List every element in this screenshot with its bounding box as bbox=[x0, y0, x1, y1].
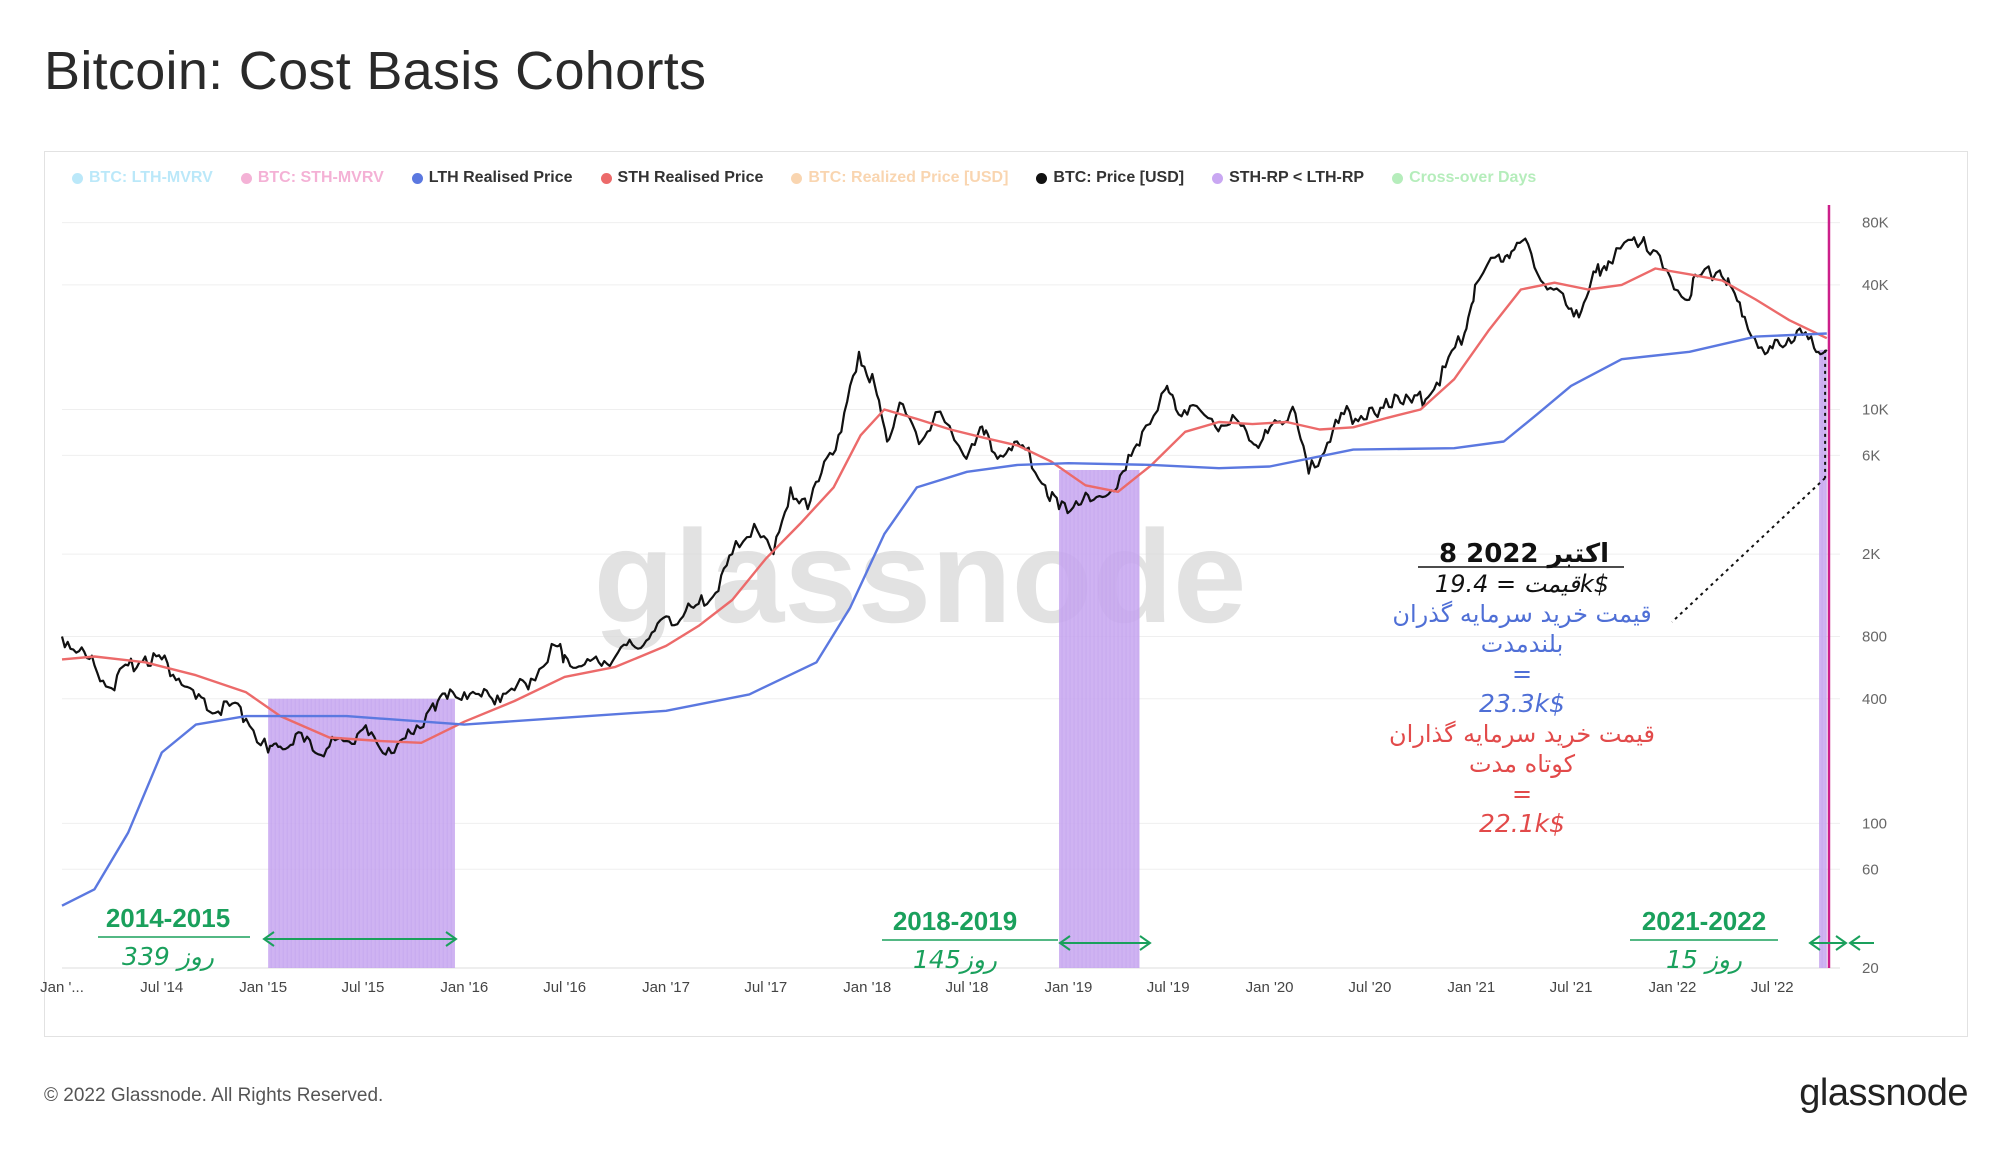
legend-dot-icon bbox=[1036, 172, 1048, 184]
chart-legend: BTC: LTH-MVRV BTC: STH-MVRV LTH Realised P… bbox=[72, 168, 1536, 188]
x-tick-label: Jul '21 bbox=[1550, 979, 1593, 996]
y-tick-label: 100 bbox=[1862, 815, 1887, 832]
y-tick-label: 80K bbox=[1862, 215, 1889, 232]
y-tick-label: 40K bbox=[1862, 277, 1889, 294]
glassnode-logo[interactable]: glassnode bbox=[1799, 1072, 1968, 1114]
legend-dot-icon bbox=[1392, 172, 1404, 184]
leader-line bbox=[1671, 477, 1826, 623]
callout-sth-label: کوتاه مدت bbox=[1469, 750, 1576, 778]
x-tick-label: Jan '21 bbox=[1447, 979, 1495, 996]
footer-copyright: © 2022 Glassnode. All Rights Reserved. bbox=[44, 1085, 384, 1106]
callout-lth-label: بلندمدت bbox=[1481, 630, 1564, 658]
arrow-left-icon bbox=[1058, 935, 1071, 951]
x-tick-label: Jul '19 bbox=[1147, 979, 1190, 996]
x-tick-label: Jul '18 bbox=[946, 979, 989, 996]
y-tick-label: 2K bbox=[1862, 546, 1880, 563]
period-years-label: 2021-2022 bbox=[1642, 906, 1766, 936]
legend-item[interactable]: LTH Realised Price bbox=[411, 168, 573, 188]
arrow-right-icon bbox=[1139, 935, 1152, 951]
x-tick-label: Jul '22 bbox=[1751, 979, 1794, 996]
arrow-right-icon bbox=[445, 931, 458, 947]
period-days-label: 145روز bbox=[913, 945, 997, 975]
callout-sth-value: 22.1k$ bbox=[1479, 809, 1565, 838]
x-tick-label: Jan '15 bbox=[239, 979, 287, 996]
x-tick-label: Jul '20 bbox=[1348, 979, 1391, 996]
legend-dot-icon bbox=[600, 172, 612, 184]
legend-label: STH Realised Price bbox=[617, 169, 764, 186]
callout-sth-label: قیمت خرید سرمایه گذاران bbox=[1389, 720, 1655, 748]
legend-dot-icon bbox=[1212, 172, 1224, 184]
legend-item[interactable]: BTC: Price [USD] bbox=[1036, 168, 1184, 188]
y-tick-label: 60 bbox=[1862, 861, 1879, 878]
callout-sth-eq: = bbox=[1512, 780, 1532, 808]
period-days-label: 15 روز bbox=[1666, 945, 1742, 975]
legend-item[interactable]: STH Realised Price bbox=[600, 168, 764, 188]
legend-dot-icon bbox=[791, 172, 803, 184]
period-arrow bbox=[1808, 935, 1848, 951]
period-years-label: 2014-2015 bbox=[106, 903, 230, 933]
legend-label: BTC: LTH-MVRV bbox=[89, 169, 213, 186]
legend-label: LTH Realised Price bbox=[428, 169, 573, 186]
x-tick-label: Jan '... bbox=[40, 979, 84, 996]
legend-item[interactable]: Cross-over Days bbox=[1392, 168, 1536, 188]
x-tick-label: Jul '16 bbox=[543, 979, 586, 996]
legend-item[interactable]: BTC: STH-MVRV bbox=[240, 168, 384, 188]
series-line bbox=[61, 332, 1827, 907]
page-title: Bitcoin: Cost Basis Cohorts bbox=[44, 41, 707, 101]
arrow-left-icon bbox=[262, 931, 275, 947]
y-tick-label: 20 bbox=[1862, 960, 1879, 977]
arrow-left-icon bbox=[1848, 935, 1861, 951]
legend-label: Cross-over Days bbox=[1409, 169, 1537, 186]
watermark: glassnode bbox=[594, 503, 1247, 650]
x-tick-label: Jan '17 bbox=[642, 979, 690, 996]
shaded-region-fill bbox=[1819, 349, 1827, 968]
x-tick-label: Jan '20 bbox=[1246, 979, 1294, 996]
x-tick-label: Jul '14 bbox=[140, 979, 183, 996]
callout-price: قیمت = 19.4k$ bbox=[1435, 570, 1609, 598]
x-tick-label: Jul '15 bbox=[341, 979, 384, 996]
arrow-right-icon bbox=[1835, 935, 1848, 951]
series-line bbox=[61, 267, 1828, 744]
legend-item[interactable]: BTC: LTH-MVRV bbox=[72, 168, 213, 188]
shaded-region bbox=[1819, 349, 1827, 968]
legend-label: BTC: STH-MVRV bbox=[257, 169, 384, 186]
legend-dot-icon bbox=[411, 172, 423, 184]
callout-lth-value: 23.3k$ bbox=[1479, 689, 1565, 718]
y-tick-label: 10K bbox=[1862, 401, 1889, 418]
period-arrow bbox=[262, 931, 458, 947]
arrow-left-icon bbox=[1808, 935, 1821, 951]
x-tick-label: Jul '17 bbox=[744, 979, 787, 996]
x-tick-label: Jan '18 bbox=[843, 979, 891, 996]
legend-item[interactable]: BTC: Realized Price [USD] bbox=[791, 168, 1008, 188]
shaded-region-fill bbox=[1059, 469, 1140, 968]
period-years-label: 2018-2019 bbox=[893, 906, 1017, 936]
callout-lth-eq: = bbox=[1512, 660, 1532, 688]
x-tick-label: Jan '16 bbox=[440, 979, 488, 996]
period-arrow bbox=[1058, 935, 1152, 951]
series-line bbox=[60, 236, 1828, 758]
legend-label: BTC: Realized Price [USD] bbox=[808, 169, 1009, 186]
legend-dot-icon bbox=[72, 172, 83, 184]
x-tick-label: Jan '19 bbox=[1044, 979, 1092, 996]
y-tick-label: 400 bbox=[1862, 691, 1887, 708]
period-days-label: 339 روز bbox=[122, 942, 214, 972]
legend-label: BTC: Price [USD] bbox=[1053, 169, 1185, 186]
callout-date: 8 اکتبر 2022 bbox=[1439, 539, 1609, 569]
shaded-region bbox=[1059, 469, 1140, 968]
x-tick-label: Jan '22 bbox=[1648, 979, 1696, 996]
y-tick-label: 6K bbox=[1862, 447, 1880, 464]
y-tick-label: 800 bbox=[1862, 628, 1887, 645]
legend-dot-icon bbox=[240, 172, 252, 184]
callout-lth-label: قیمت خرید سرمایه گذران bbox=[1392, 600, 1651, 628]
legend-label: STH-RP < LTH-RP bbox=[1229, 169, 1365, 186]
legend-item[interactable]: STH-RP < LTH-RP bbox=[1212, 168, 1364, 188]
